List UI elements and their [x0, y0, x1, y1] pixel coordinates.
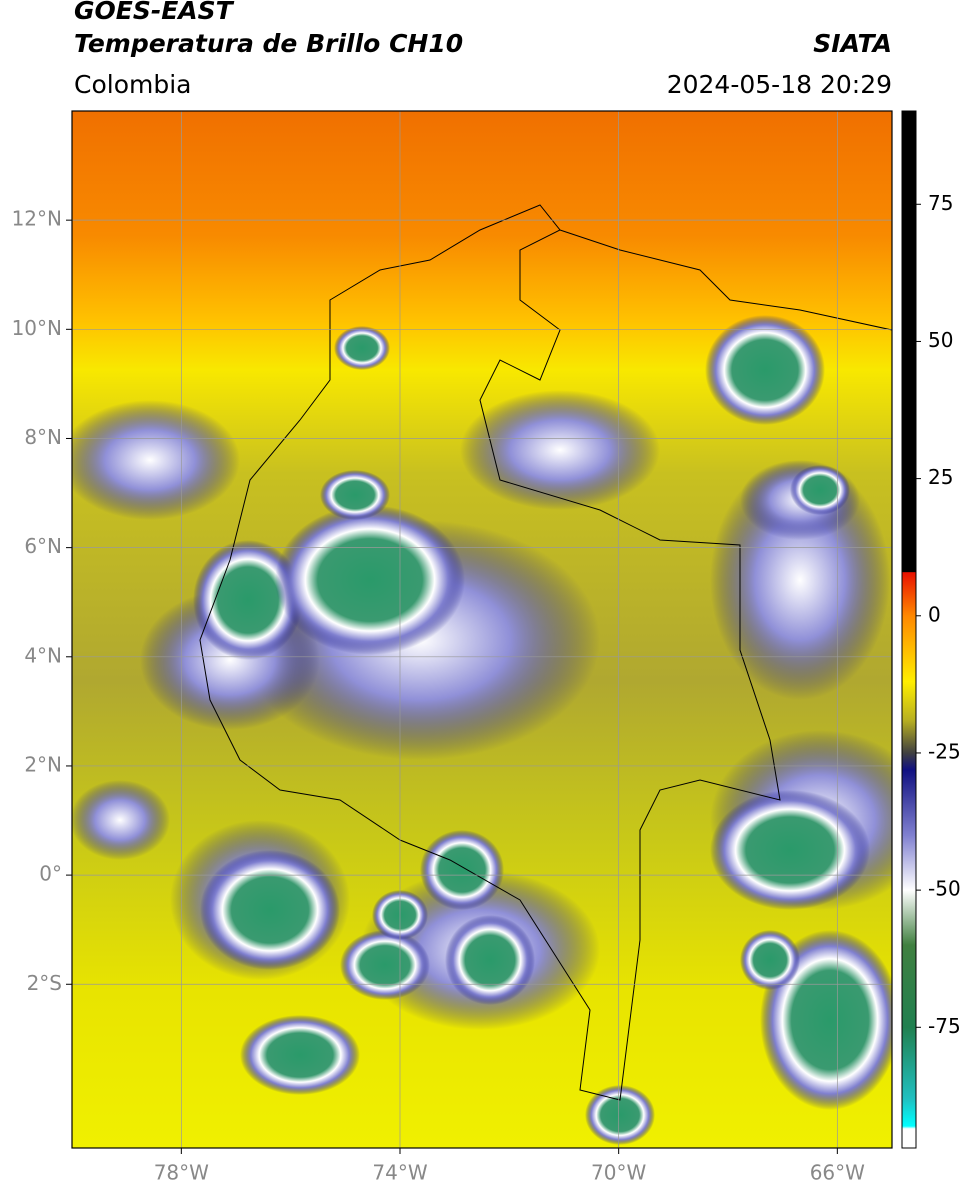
colorbar-tick-label: 75: [928, 191, 953, 215]
colorbar: [901, 110, 917, 1149]
y-tick-label: 2°S: [27, 971, 62, 995]
region: Colombia: [74, 70, 191, 99]
y-tick-label: 6°N: [24, 534, 62, 558]
colorbar-tick-label: 25: [928, 465, 953, 489]
title: GOES-EAST: [74, 0, 235, 25]
colorbar-tick-label: -25: [928, 739, 961, 763]
x-tick-label: 66°W: [810, 1161, 865, 1185]
y-tick-label: 8°N: [24, 425, 62, 449]
colorbar-tick-label: 50: [928, 328, 953, 352]
x-tick-label: 70°W: [591, 1161, 646, 1185]
cold-cloud-tops: [193, 315, 892, 1145]
y-tick-label: 10°N: [12, 316, 62, 340]
x-tick-label: 74°W: [372, 1161, 427, 1185]
x-tick-label: 78°W: [154, 1161, 209, 1185]
y-tick-label: 0°: [39, 862, 62, 886]
y-tick-label: 12°N: [12, 207, 62, 231]
colorbar-tick-label: 0: [928, 602, 941, 626]
y-tick-label: 4°N: [24, 643, 62, 667]
datetime: 2024-05-18 20:29: [667, 70, 892, 99]
satellite-image: [72, 111, 892, 1148]
colorbar-tick-label: -75: [928, 1014, 961, 1038]
country-border: [199, 204, 781, 1101]
source: SIATA: [813, 29, 892, 58]
map-frame: [71, 110, 893, 1149]
coastline: [559, 229, 892, 331]
y-tick-label: 2°N: [24, 752, 62, 776]
subtitle: Temperatura de Brillo CH10: [74, 29, 463, 58]
colorbar-tick-label: -50: [928, 877, 961, 901]
